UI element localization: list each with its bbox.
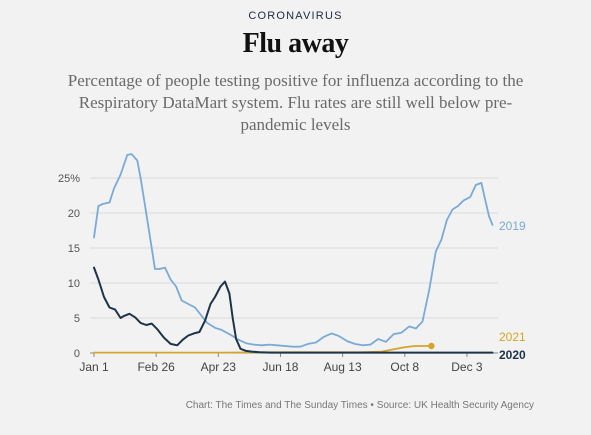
x-tick-label: Apr 23 (201, 360, 237, 374)
x-tick-label: Aug 13 (324, 360, 362, 374)
chart-subtitle: Percentage of people testing positive fo… (67, 71, 524, 134)
y-tick-label: 15 (68, 243, 80, 255)
chart-title: Flu away (242, 28, 349, 59)
series-line-2019 (93, 153, 494, 348)
chart-source: Chart: The Times and The Sunday Times • … (185, 400, 534, 411)
y-tick-label: 20 (68, 208, 80, 220)
x-tick-label: Oct 8 (390, 360, 419, 374)
section-kicker: CORONAVIRUS (248, 10, 343, 22)
series-line-2020 (93, 266, 494, 354)
series-endpoint-2021 (428, 342, 435, 350)
series-label-2019: 2019 (499, 219, 526, 233)
y-tick-label: 10 (68, 278, 80, 290)
x-tick-label: Dec 3 (451, 360, 483, 374)
y-tick-label: 5 (74, 313, 80, 325)
x-tick-label: Jan 1 (79, 360, 109, 374)
y-tick-label: 25% (58, 173, 80, 185)
x-tick-label: Feb 26 (137, 360, 175, 374)
series-label-2020: 2020 (499, 348, 526, 362)
y-tick-label: 0 (74, 348, 80, 360)
series-label-2021: 2021 (499, 330, 526, 344)
x-tick-label: Jun 18 (262, 360, 298, 374)
